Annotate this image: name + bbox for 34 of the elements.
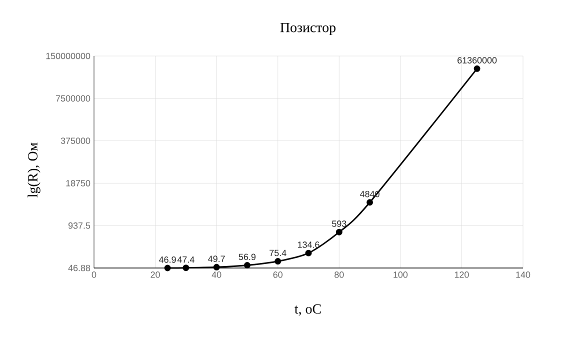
point bbox=[274, 258, 282, 265]
point bbox=[336, 228, 342, 236]
x-tick-label: 20 bbox=[150, 272, 160, 278]
point bbox=[244, 262, 250, 268]
x-tick-label: 0 bbox=[92, 272, 96, 278]
y-tick-label: 7500000 bbox=[56, 95, 90, 102]
x-tick-label: 140 bbox=[516, 272, 530, 278]
y-tick-label: 46.88 bbox=[68, 264, 90, 272]
point bbox=[366, 199, 374, 206]
x-tick-label: 100 bbox=[394, 272, 408, 278]
data-label: 56.9 bbox=[238, 254, 256, 260]
x-tick-label: 40 bbox=[212, 272, 222, 278]
y-tick-label: 937.5 bbox=[68, 222, 90, 229]
x-tick-label: 120 bbox=[454, 272, 469, 278]
y-tick-label: 150000000 bbox=[46, 52, 90, 60]
point bbox=[474, 65, 480, 72]
data-label: 49.7 bbox=[208, 256, 225, 262]
data-label: 46.9 bbox=[159, 256, 176, 263]
data-label: 134.6 bbox=[298, 242, 320, 248]
x-tick-label: 80 bbox=[334, 272, 344, 278]
data-label: 593 bbox=[332, 220, 346, 227]
point bbox=[164, 264, 171, 272]
chart-title: Позистор bbox=[280, 22, 336, 36]
y-axis-title: lg(R), Ом bbox=[28, 142, 40, 198]
point bbox=[305, 250, 312, 256]
data-label: 75.4 bbox=[270, 250, 286, 256]
data-label: 61360000 bbox=[458, 57, 497, 64]
x-axis-title: t, oC bbox=[294, 304, 321, 316]
y-tick-label: 18750 bbox=[66, 180, 90, 186]
point bbox=[182, 264, 190, 272]
point bbox=[213, 264, 220, 270]
x-tick-label: 60 bbox=[273, 272, 283, 278]
data-label: 47.4 bbox=[177, 256, 194, 263]
y-tick-label: 375000 bbox=[60, 138, 90, 144]
